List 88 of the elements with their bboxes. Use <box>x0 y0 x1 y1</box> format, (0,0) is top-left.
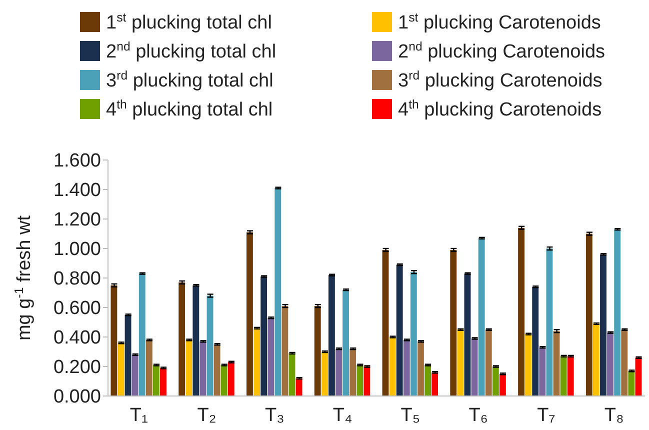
bar <box>382 250 389 396</box>
legend-label: 2$^{nd}$ plucking Carotenoids <box>398 40 606 63</box>
bar <box>260 276 268 396</box>
bar <box>478 238 485 396</box>
bar <box>192 285 200 396</box>
bar <box>600 254 606 396</box>
y-tick-label: 0.800 <box>53 268 101 290</box>
bar <box>410 272 417 396</box>
y-tick-label: 1.000 <box>53 239 101 260</box>
bar <box>228 362 234 396</box>
legend-label: 1$^{st}$ plucking total chl <box>106 10 272 34</box>
bar <box>321 352 328 396</box>
bar <box>485 330 492 396</box>
x-tick-label: T₇ <box>537 405 556 426</box>
bar <box>457 330 464 396</box>
bar <box>417 341 424 396</box>
y-tick-label: 0.200 <box>53 357 101 378</box>
bar <box>396 264 403 396</box>
bar <box>282 306 288 396</box>
y-tick-label: 1.600 <box>53 150 101 172</box>
bar <box>450 250 457 396</box>
bar <box>539 347 546 396</box>
bar <box>110 285 118 396</box>
bar <box>389 337 396 396</box>
bar <box>614 229 621 396</box>
bar <box>274 188 282 396</box>
bar <box>328 275 335 396</box>
bar <box>146 340 152 396</box>
bar <box>492 366 499 396</box>
bar <box>288 353 296 396</box>
bar <box>628 370 635 396</box>
bar <box>553 331 560 396</box>
bar <box>132 354 138 396</box>
y-tick-label: 1.200 <box>53 210 101 231</box>
y-tick-label: 1.400 <box>53 180 101 202</box>
bar <box>246 232 253 396</box>
bar <box>152 365 160 396</box>
x-tick-label: T₆ <box>468 405 488 426</box>
x-tick-label: T₈ <box>604 405 624 426</box>
bar <box>607 332 614 396</box>
bar <box>586 234 592 396</box>
x-tick-label: T₁ <box>130 405 148 426</box>
bar <box>254 328 260 396</box>
bar <box>356 365 364 396</box>
bar <box>567 356 574 396</box>
y-tick-label: 0.400 <box>53 328 101 349</box>
legend-label: 2$^{nd}$ plucking total chl <box>106 40 276 63</box>
legend-label: 4$^{th}$ plucking Carotenoids <box>398 98 602 121</box>
legend-label: 3$^{rd}$ plucking Carotenoids <box>398 68 602 92</box>
bar <box>546 248 553 396</box>
bar <box>138 274 146 396</box>
bar <box>403 340 410 396</box>
bar <box>560 356 567 396</box>
bar <box>471 338 478 396</box>
bar <box>336 348 342 396</box>
x-tick-label: T₄ <box>332 405 352 426</box>
bar <box>424 365 431 396</box>
bar <box>178 282 186 396</box>
bar <box>350 348 356 396</box>
x-tick-label: T₃ <box>264 405 284 426</box>
bar <box>364 366 370 396</box>
bar <box>186 340 192 396</box>
bar <box>200 341 206 396</box>
bar <box>532 286 539 396</box>
bar <box>214 344 220 396</box>
legend-label: 1$^{st}$ plucking Carotenoids <box>398 10 601 34</box>
bar <box>220 365 228 396</box>
y-tick-label: 0.600 <box>53 298 101 320</box>
x-tick-label: T₂ <box>197 405 216 426</box>
bar <box>206 296 214 396</box>
bar <box>268 318 274 396</box>
legend-label: 3$^{rd}$ plucking total chl <box>106 68 274 92</box>
bar <box>592 324 600 396</box>
bar <box>118 342 124 396</box>
bar <box>160 368 166 396</box>
bar <box>525 334 532 396</box>
legend-label: 4$^{th}$ plucking total chl <box>106 98 273 121</box>
bar <box>124 314 132 396</box>
bar <box>432 372 438 396</box>
bar <box>314 306 321 396</box>
x-tick-label: T₅ <box>400 405 420 426</box>
bar <box>621 330 628 396</box>
bar <box>342 290 349 396</box>
bar <box>518 228 524 396</box>
bar <box>499 374 506 396</box>
bar <box>635 358 642 396</box>
y-tick-label: 0.000 <box>53 386 101 408</box>
bar <box>464 274 471 396</box>
